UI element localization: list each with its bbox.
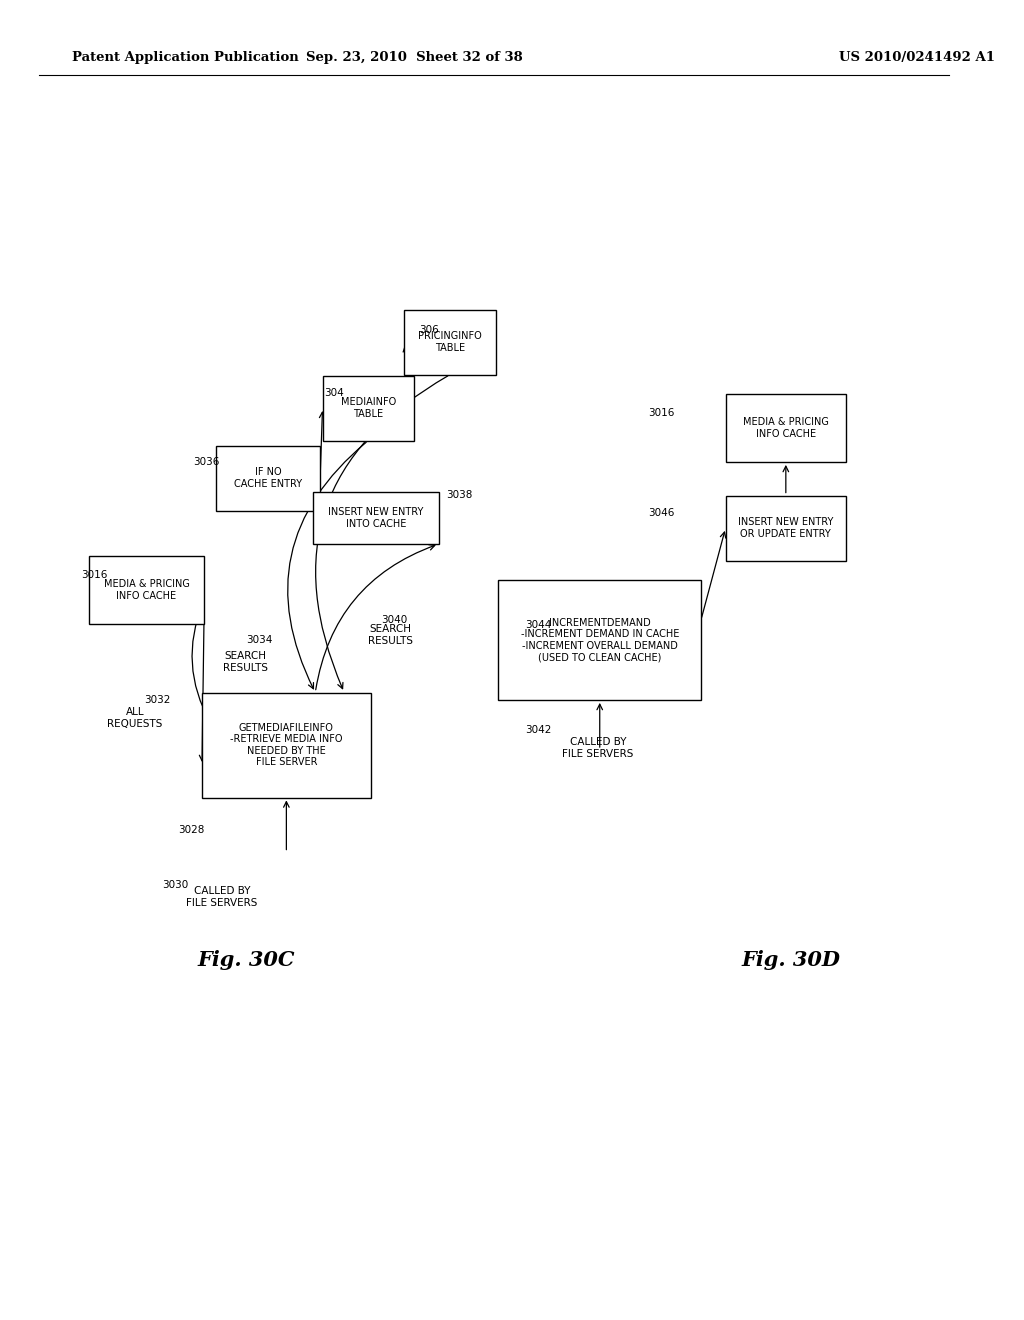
- Text: Sep. 23, 2010  Sheet 32 of 38: Sep. 23, 2010 Sheet 32 of 38: [306, 51, 523, 65]
- Text: Fig. 30D: Fig. 30D: [741, 950, 840, 970]
- FancyBboxPatch shape: [726, 393, 846, 462]
- Text: 3028: 3028: [178, 825, 205, 836]
- Text: IF NO
CACHE ENTRY: IF NO CACHE ENTRY: [234, 467, 302, 488]
- Text: 3046: 3046: [648, 508, 675, 517]
- Text: MEDIAINFO
TABLE: MEDIAINFO TABLE: [341, 397, 396, 418]
- Text: 304: 304: [324, 388, 344, 399]
- FancyBboxPatch shape: [404, 309, 496, 375]
- Text: ALL
REQUESTS: ALL REQUESTS: [108, 708, 163, 729]
- Text: Fig. 30C: Fig. 30C: [198, 950, 295, 970]
- Text: 3038: 3038: [446, 490, 473, 500]
- Text: 3036: 3036: [193, 457, 219, 467]
- Text: CALLED BY
FILE SERVERS: CALLED BY FILE SERVERS: [562, 737, 634, 759]
- Text: INSERT NEW ENTRY
OR UPDATE ENTRY: INSERT NEW ENTRY OR UPDATE ENTRY: [738, 517, 834, 539]
- Text: SEARCH
RESULTS: SEARCH RESULTS: [223, 651, 268, 673]
- Text: MEDIA & PRICING
INFO CACHE: MEDIA & PRICING INFO CACHE: [103, 579, 189, 601]
- Text: INSERT NEW ENTRY
INTO CACHE: INSERT NEW ENTRY INTO CACHE: [329, 507, 424, 529]
- Text: 3016: 3016: [648, 408, 675, 418]
- Text: 3032: 3032: [144, 696, 171, 705]
- Text: 3034: 3034: [246, 635, 272, 645]
- Text: 306: 306: [420, 325, 439, 335]
- Text: SEARCH
RESULTS: SEARCH RESULTS: [368, 624, 413, 645]
- Text: US 2010/0241492 A1: US 2010/0241492 A1: [839, 51, 995, 65]
- Text: 3040: 3040: [381, 615, 408, 624]
- FancyBboxPatch shape: [202, 693, 371, 797]
- Text: 3042: 3042: [525, 725, 552, 735]
- Text: 3030: 3030: [162, 880, 188, 890]
- FancyBboxPatch shape: [726, 495, 846, 561]
- FancyBboxPatch shape: [323, 375, 414, 441]
- Text: PRICINGINFO
TABLE: PRICINGINFO TABLE: [419, 331, 482, 352]
- Text: Patent Application Publication: Patent Application Publication: [73, 51, 299, 65]
- Text: MEDIA & PRICING
INFO CACHE: MEDIA & PRICING INFO CACHE: [742, 417, 828, 438]
- Text: 3016: 3016: [81, 570, 108, 579]
- FancyBboxPatch shape: [499, 579, 701, 700]
- Text: INCREMENTDEMAND
-INCREMENT DEMAND IN CACHE
-INCREMENT OVERALL DEMAND
(USED TO CL: INCREMENTDEMAND -INCREMENT DEMAND IN CAC…: [520, 618, 679, 663]
- FancyBboxPatch shape: [89, 556, 205, 624]
- FancyBboxPatch shape: [216, 446, 321, 511]
- Text: CALLED BY
FILE SERVERS: CALLED BY FILE SERVERS: [186, 886, 257, 908]
- FancyBboxPatch shape: [313, 492, 438, 544]
- Text: 3044: 3044: [525, 620, 552, 630]
- Text: GETMEDIAFILEINFO
-RETRIEVE MEDIA INFO
NEEDED BY THE
FILE SERVER: GETMEDIAFILEINFO -RETRIEVE MEDIA INFO NE…: [230, 722, 343, 767]
